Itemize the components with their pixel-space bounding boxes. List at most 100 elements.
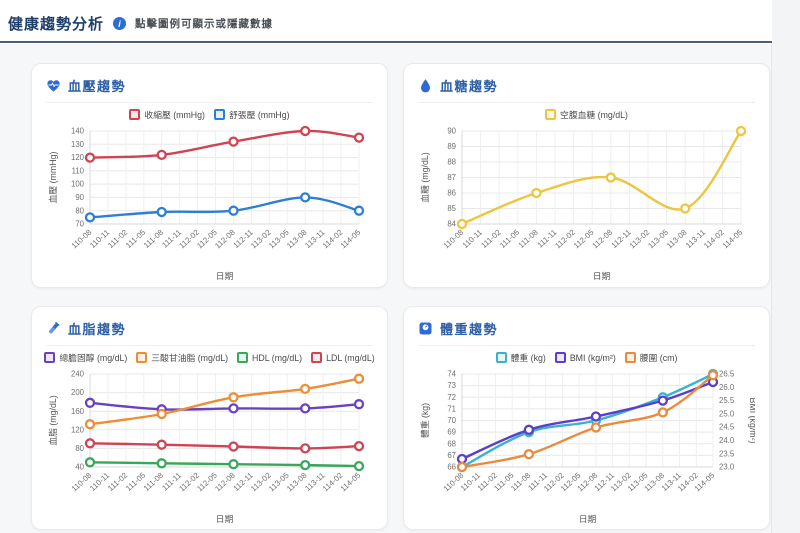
legend-item-blood-pressure-0[interactable]: 收縮壓 (mmHg) — [129, 108, 205, 121]
legend-swatch — [495, 352, 507, 363]
svg-text:80: 80 — [75, 206, 84, 215]
svg-text:71: 71 — [447, 405, 456, 414]
weight-title-row: 體重趨勢 — [418, 313, 755, 346]
blood-lipid-chart-svg: 4080120160200240110-08110-11111-02111-05… — [47, 370, 365, 524]
svg-text:90: 90 — [447, 127, 456, 136]
legend-label: 空腹血糖 (mg/dL) — [560, 110, 628, 120]
svg-text:114-05: 114-05 — [339, 227, 363, 250]
legend-swatch — [237, 352, 249, 363]
legend-label: 收縮壓 (mmHg) — [144, 110, 205, 120]
heart-pulse-icon — [46, 78, 61, 93]
blood-sugar-title-row: 血糖趨勢 — [418, 70, 755, 103]
legend-item-weight-0[interactable]: 體重 (kg) — [495, 351, 546, 364]
test-tube-icon — [46, 321, 61, 336]
svg-text:26.0: 26.0 — [719, 383, 735, 392]
svg-text:111-08: 111-08 — [142, 228, 165, 250]
svg-text:112-08: 112-08 — [213, 228, 237, 251]
svg-text:110-11: 110-11 — [461, 228, 484, 250]
svg-text:90: 90 — [75, 193, 84, 202]
svg-text:80: 80 — [75, 444, 84, 453]
svg-text:體重 (kg): 體重 (kg) — [419, 403, 430, 438]
svg-text:110-08: 110-08 — [70, 471, 94, 494]
svg-text:日期: 日期 — [216, 514, 234, 524]
svg-text:88: 88 — [447, 158, 456, 167]
svg-text:114-05: 114-05 — [339, 470, 363, 493]
svg-text:70: 70 — [447, 416, 456, 425]
svg-text:112-08: 112-08 — [591, 228, 615, 251]
svg-text:120: 120 — [71, 425, 85, 434]
blood-lipid-card: 血脂趨勢 總膽固醇 (mg/dL) 三酸甘油脂 (mg/dL) HDL (mg/dL… — [31, 306, 388, 530]
svg-text:68: 68 — [447, 439, 456, 448]
legend-item-blood-lipid-2[interactable]: HDL (mg/dL) — [237, 352, 302, 363]
svg-text:111-05: 111-05 — [498, 227, 522, 250]
legend-swatch — [136, 352, 148, 363]
svg-text:26.5: 26.5 — [719, 370, 735, 379]
page-title: 健康趨勢分析 — [8, 16, 105, 33]
legend-label: 舒張壓 (mmHg) — [229, 110, 290, 120]
svg-text:69: 69 — [447, 428, 456, 437]
weight-legend: 體重 (kg) BMI (kg/m²) 腰圍 (cm) — [418, 349, 755, 366]
svg-text:113-08: 113-08 — [285, 471, 309, 494]
svg-text:日期: 日期 — [579, 514, 597, 524]
legend-item-blood-lipid-1[interactable]: 三酸甘油脂 (mg/dL) — [136, 351, 228, 364]
svg-text:23.0: 23.0 — [719, 463, 735, 472]
blood-sugar-chart-svg: 84858687888990110-08110-11111-02111-0511… — [419, 125, 747, 281]
legend-swatch — [311, 352, 323, 363]
droplet-icon — [418, 78, 433, 93]
weight-card: 體重趨勢 體重 (kg) BMI (kg/m²) 腰圍 (cm) 66 67 68 69 7… — [403, 306, 770, 530]
legend-swatch — [129, 109, 141, 120]
legend-swatch — [214, 109, 225, 120]
svg-text:110-08: 110-08 — [70, 228, 94, 251]
svg-text:70: 70 — [75, 220, 84, 229]
svg-text:112-08: 112-08 — [213, 471, 237, 494]
svg-text:血糖 (mg/dL): 血糖 (mg/dL) — [419, 152, 430, 202]
blood-sugar-card-title: 血糖趨勢 — [440, 79, 499, 94]
legend-swatch — [545, 109, 557, 120]
legend-item-weight-2[interactable]: 腰圍 (cm) — [624, 351, 677, 364]
legend-item-weight-1[interactable]: BMI (kg/m²) — [554, 352, 616, 363]
svg-text:74: 74 — [447, 370, 456, 379]
weight-card-title: 體重趨勢 — [440, 322, 499, 337]
svg-text:67: 67 — [447, 451, 456, 460]
legend-item-blood-lipid-0[interactable]: 總膽固醇 (mg/dL) — [44, 351, 127, 364]
blood-lipid-legend: 總膽固醇 (mg/dL) 三酸甘油脂 (mg/dL) HDL (mg/dL) LDL … — [44, 349, 375, 366]
legend-hint-text: 點擊圖例可顯示或隱藏數據 — [135, 18, 274, 30]
legend-label: BMI (kg/m²) — [569, 352, 616, 363]
legend-label: 總膽固醇 (mg/dL) — [59, 353, 128, 363]
svg-text:240: 240 — [71, 370, 85, 379]
blood-pressure-chart-svg: 708090100110120130140110-08110-11111-021… — [47, 125, 365, 281]
svg-text:113-08: 113-08 — [665, 228, 689, 251]
legend-item-blood-sugar-0[interactable]: 空腹血糖 (mg/dL) — [545, 108, 628, 121]
svg-text:86: 86 — [447, 189, 456, 198]
blood-lipid-title-row: 血脂趨勢 — [46, 313, 373, 346]
weight-chart-svg: 666768697071727374110-08110-11111-02111-… — [419, 368, 758, 524]
svg-text:114-05: 114-05 — [721, 227, 745, 250]
svg-text:100: 100 — [71, 180, 85, 189]
blood-sugar-legend: 空腹血糖 (mg/dL) — [418, 106, 755, 123]
blood-pressure-legend: 收縮壓 (mmHg) 舒張壓 (mmHg) — [46, 106, 373, 123]
blood-lipid-chart: 40 80 120 160 200 240 110-08 110-11 111-02 111-05… — [46, 367, 373, 527]
svg-text:73: 73 — [447, 381, 456, 390]
svg-text:24.5: 24.5 — [719, 423, 735, 432]
svg-text:89: 89 — [447, 142, 456, 151]
svg-text:112-02: 112-02 — [553, 228, 577, 251]
page-right-gutter — [771, 0, 800, 533]
legend-item-blood-pressure-1[interactable]: 舒張壓 (mmHg) — [214, 108, 290, 121]
svg-text:113-08: 113-08 — [285, 228, 309, 251]
svg-text:25.0: 25.0 — [719, 410, 735, 419]
legend-label: 體重 (kg) — [510, 353, 546, 363]
svg-text:113-02: 113-02 — [628, 228, 652, 251]
svg-text:111-08: 111-08 — [517, 228, 540, 250]
blood-lipid-card-title: 血脂趨勢 — [68, 322, 127, 337]
svg-text:87: 87 — [447, 173, 456, 182]
svg-text:160: 160 — [71, 407, 85, 416]
legend-item-blood-lipid-3[interactable]: LDL (mg/dL) — [311, 352, 375, 363]
svg-text:25.5: 25.5 — [719, 396, 735, 405]
svg-text:日期: 日期 — [216, 271, 234, 281]
legend-label: HDL (mg/dL) — [252, 352, 303, 363]
svg-text:40: 40 — [75, 463, 84, 472]
svg-text:23.5: 23.5 — [719, 449, 735, 458]
blood-pressure-card-title: 血壓趨勢 — [68, 79, 127, 94]
weight-chart: 66 67 68 69 70 71 72 73 74 110-08 110-11 111-02 111-… — [418, 367, 758, 527]
svg-text:血脂 (mg/dL): 血脂 (mg/dL) — [47, 395, 58, 445]
